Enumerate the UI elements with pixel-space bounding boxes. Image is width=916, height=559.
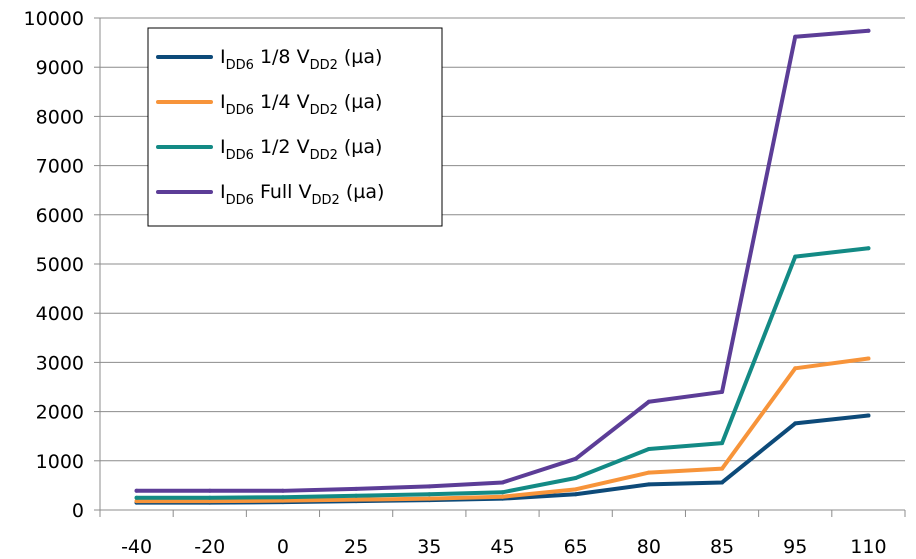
- data-point: [354, 493, 359, 498]
- data-point: [573, 476, 578, 481]
- x-tick-label: 35: [417, 536, 441, 558]
- data-point: [573, 492, 578, 497]
- legend-item: IDD6 1/4 VDD2 (µa): [156, 91, 382, 118]
- series-4: [134, 28, 871, 493]
- data-point: [500, 490, 505, 495]
- legend-label: IDD6 1/8 VDD2 (µa): [220, 46, 382, 73]
- data-point: [207, 499, 212, 504]
- legend-label: IDD6 1/2 VDD2 (µa): [220, 136, 382, 163]
- legend-item: IDD6 1/2 VDD2 (µa): [156, 136, 382, 163]
- data-point: [720, 389, 725, 394]
- data-point: [646, 399, 651, 404]
- series-3: [134, 246, 871, 500]
- data-point: [793, 366, 798, 371]
- data-point: [646, 446, 651, 451]
- x-tick-label: 95: [783, 536, 807, 558]
- data-point: [720, 480, 725, 485]
- y-tick-label: 7000: [36, 156, 84, 178]
- series-lines: [134, 28, 871, 505]
- y-tick-label: 9000: [36, 57, 84, 79]
- data-point: [427, 492, 432, 497]
- y-tick-labels: 0 1000 2000 3000 4000 5000 6000 7000 8000 9000 100…: [24, 8, 84, 522]
- data-point: [280, 488, 285, 493]
- data-point: [573, 487, 578, 492]
- data-point: [720, 466, 725, 471]
- data-point: [573, 456, 578, 461]
- data-point: [866, 413, 871, 418]
- data-point: [354, 486, 359, 491]
- data-point: [866, 28, 871, 33]
- y-tick-label: 3000: [36, 352, 84, 374]
- series-line: [134, 356, 871, 504]
- x-tick-labels: -40 -20 0 25 35 45 65 80 85 95 110: [121, 536, 886, 558]
- data-point: [134, 488, 139, 493]
- y-tick-label: 10000: [24, 8, 84, 30]
- data-point: [793, 421, 798, 426]
- x-tick-label: 80: [637, 536, 661, 558]
- data-point: [207, 495, 212, 500]
- data-point: [280, 498, 285, 503]
- data-point: [720, 441, 725, 446]
- data-point: [427, 496, 432, 501]
- data-point: [793, 34, 798, 39]
- x-tick-label: 0: [277, 536, 289, 558]
- data-point: [207, 488, 212, 493]
- series-line: [134, 246, 871, 500]
- legend-item: IDD6 1/8 VDD2 (µa): [156, 46, 382, 73]
- axes: [94, 17, 906, 517]
- data-point: [866, 356, 871, 361]
- data-point: [134, 499, 139, 504]
- y-tick-label: 1000: [36, 451, 84, 473]
- x-tick-label: 85: [710, 536, 734, 558]
- data-point: [134, 495, 139, 500]
- y-tick-label: 8000: [36, 106, 84, 128]
- x-tick-label: 65: [564, 536, 588, 558]
- data-point: [427, 484, 432, 489]
- legend-item: IDD6 Full VDD2 (µa): [156, 181, 384, 208]
- data-point: [646, 470, 651, 475]
- data-point: [793, 254, 798, 259]
- y-tick-label: 2000: [36, 402, 84, 424]
- legend-label: IDD6 Full VDD2 (µa): [220, 181, 384, 208]
- series-2: [134, 356, 871, 504]
- y-tick-label: 0: [72, 500, 84, 522]
- x-tick-label: 45: [490, 536, 514, 558]
- data-point: [500, 480, 505, 485]
- data-point: [500, 494, 505, 499]
- x-tick-label: 110: [850, 536, 886, 558]
- y-tick-label: 4000: [36, 303, 84, 325]
- y-tick-label: 5000: [36, 254, 84, 276]
- y-tick-label: 6000: [36, 205, 84, 227]
- legend-label: IDD6 1/4 VDD2 (µa): [220, 91, 382, 118]
- data-point: [280, 495, 285, 500]
- legend: IDD6 1/8 VDD2 (µa) IDD6 1/4 VDD2 (µa) IDD6…: [147, 27, 443, 227]
- data-point: [354, 497, 359, 502]
- data-point: [866, 246, 871, 251]
- data-point: [646, 482, 651, 487]
- x-tick-label: -20: [194, 536, 225, 558]
- x-tick-label: -40: [121, 536, 152, 558]
- x-tick-label: 25: [344, 536, 368, 558]
